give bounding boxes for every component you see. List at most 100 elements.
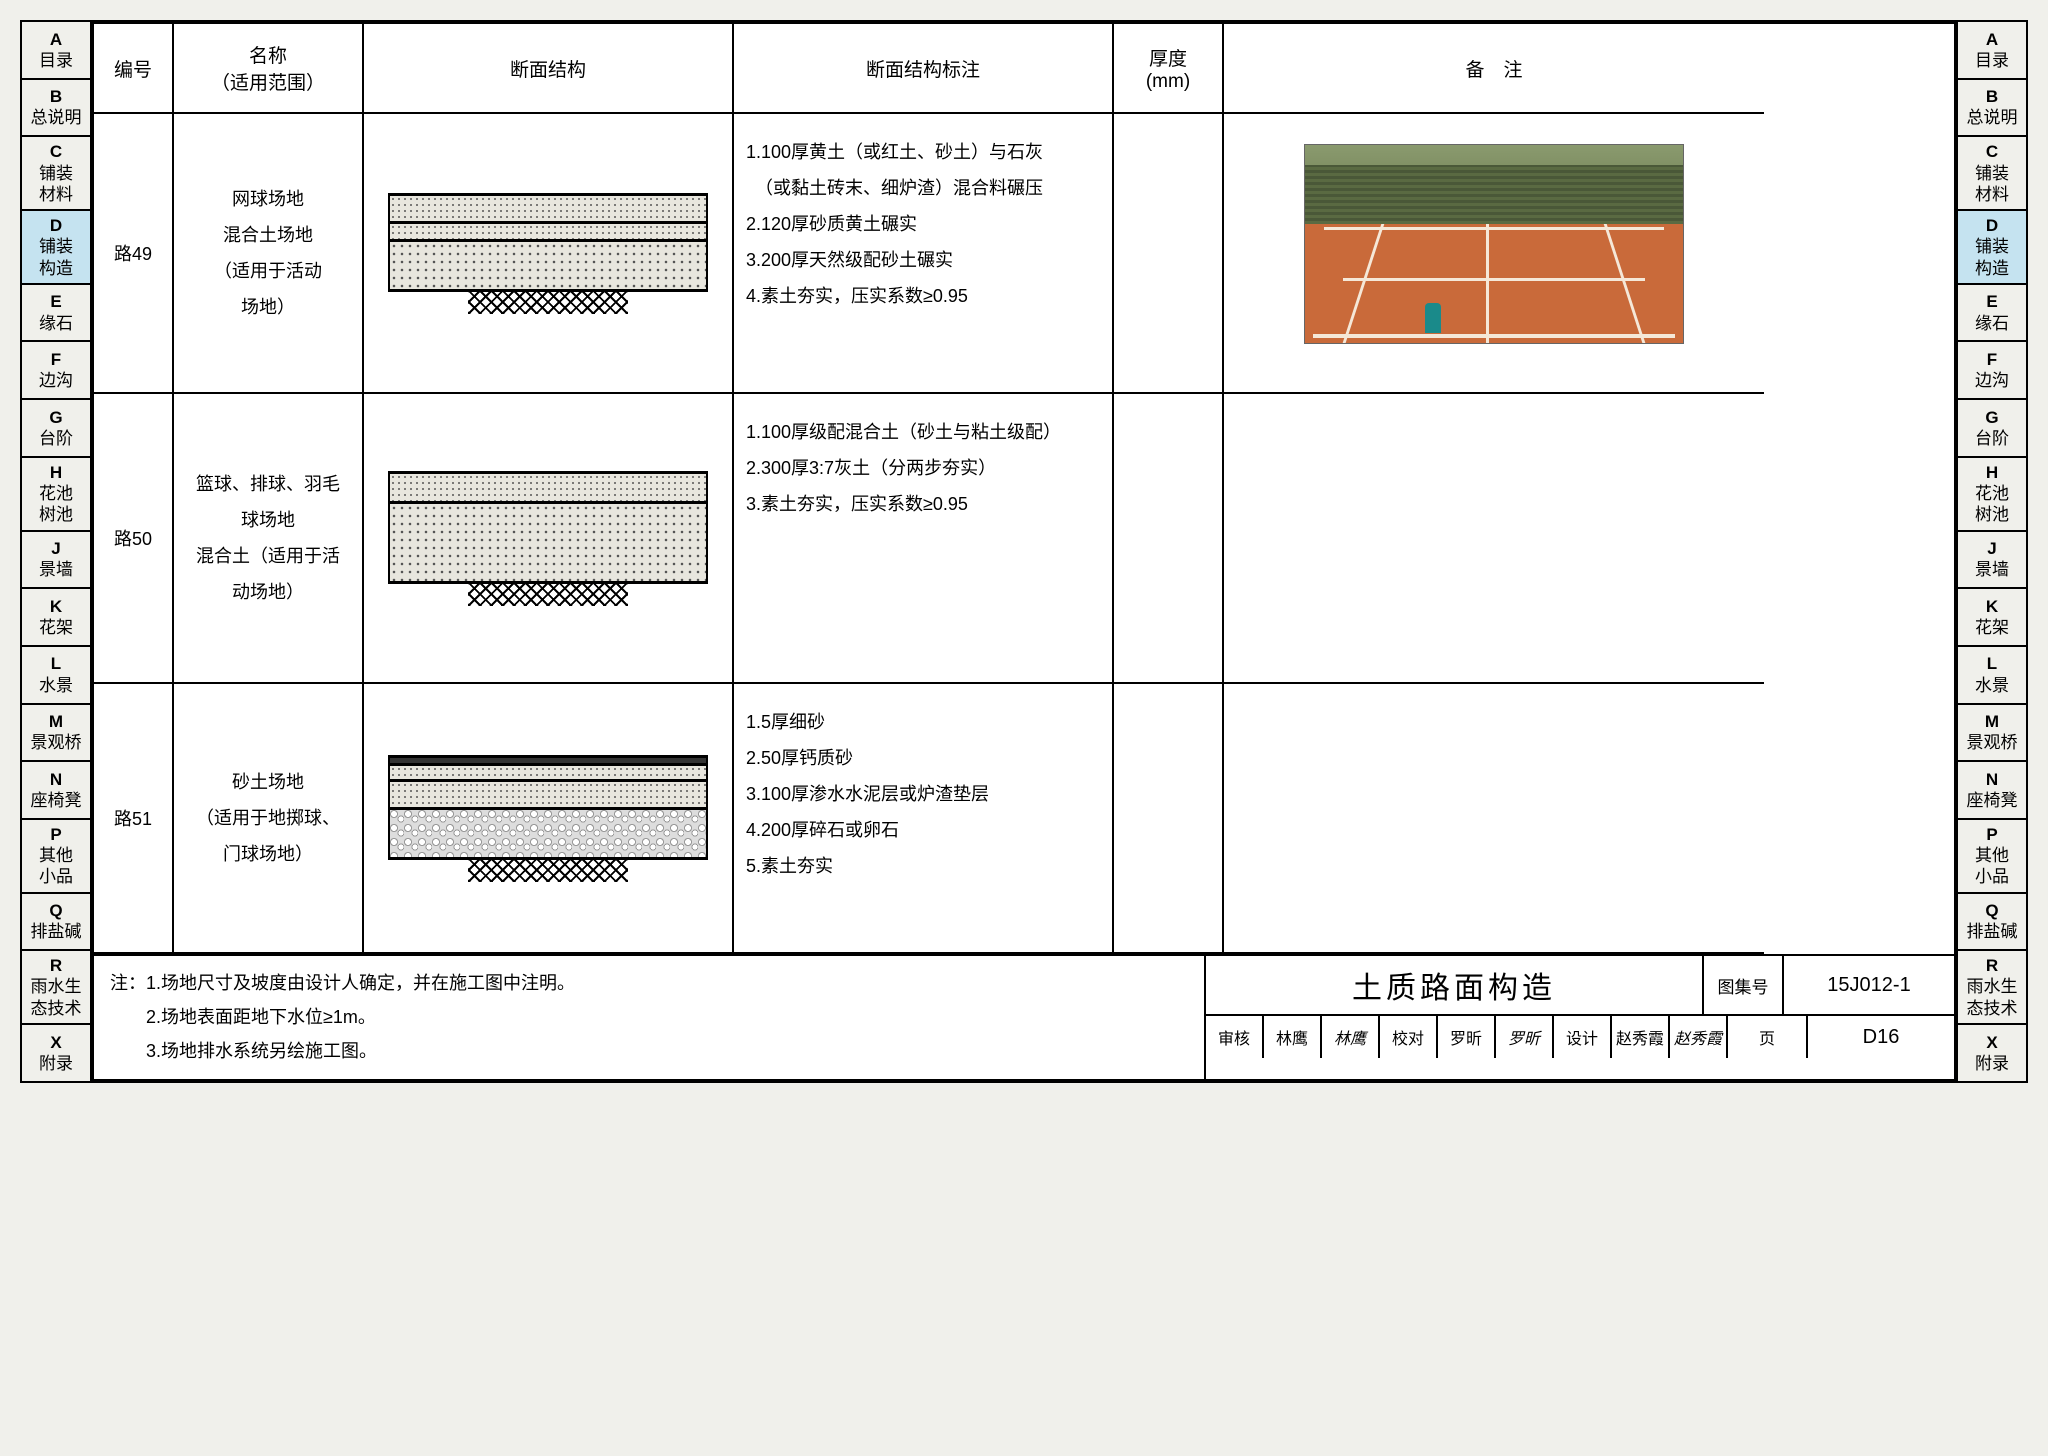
tab-label: 花池 树池 <box>39 483 73 526</box>
nav-tab-M[interactable]: M景观桥 <box>22 705 90 763</box>
row-diagram <box>364 394 734 684</box>
row-thickness <box>1114 114 1224 394</box>
nav-tab-K[interactable]: K花架 <box>1958 589 2026 647</box>
nav-tab-F[interactable]: F边沟 <box>22 342 90 400</box>
tab-label: 景墙 <box>1975 559 2009 580</box>
tab-label: 总说明 <box>31 107 82 128</box>
nav-tab-A[interactable]: A目录 <box>22 22 90 80</box>
drawing-code: 15J012-1 <box>1784 956 1954 1014</box>
nav-tab-G[interactable]: G台阶 <box>1958 400 2026 458</box>
nav-tab-D[interactable]: D铺装 构造 <box>1958 211 2026 285</box>
nav-tab-R[interactable]: R雨水生 态技术 <box>22 951 90 1025</box>
row-remark <box>1224 114 1764 394</box>
tab-label: 其他 小品 <box>1975 845 2009 888</box>
nav-tab-Q[interactable]: Q排盐碱 <box>1958 894 2026 952</box>
nav-tab-N[interactable]: N座椅凳 <box>22 762 90 820</box>
tab-letter: F <box>1987 349 1997 370</box>
nav-tab-E[interactable]: E缘石 <box>1958 285 2026 343</box>
tab-label: 缘石 <box>39 313 73 334</box>
nav-tab-B[interactable]: B总说明 <box>1958 80 2026 138</box>
tab-letter: J <box>51 538 60 559</box>
tab-label: 铺装 材料 <box>39 163 73 206</box>
tab-label: 台阶 <box>1975 428 2009 449</box>
nav-tab-C[interactable]: C铺装 材料 <box>22 137 90 211</box>
cross-section-diagram <box>388 471 708 606</box>
row-notes: 1.100厚黄土（或红土、砂土）与石灰 （或黏土砖末、细炉渣）混合料碾压 2.1… <box>734 114 1114 394</box>
tab-letter: R <box>50 955 62 976</box>
column-header: 编号 <box>94 24 174 114</box>
tab-letter: M <box>49 711 63 732</box>
tab-label: 铺装 构造 <box>1975 236 2009 279</box>
tab-label: 景墙 <box>39 559 73 580</box>
tab-label: 其他 小品 <box>39 845 73 888</box>
tab-label: 花池 树池 <box>1975 483 2009 526</box>
nav-tab-R[interactable]: R雨水生 态技术 <box>1958 951 2026 1025</box>
tab-label: 边沟 <box>1975 370 2009 391</box>
signoff-signature: 赵秀霞 <box>1670 1016 1728 1058</box>
tab-label: 景观桥 <box>1967 732 2018 753</box>
tab-letter: C <box>50 141 62 162</box>
tab-label: 总说明 <box>1967 107 2018 128</box>
nav-tab-A[interactable]: A目录 <box>1958 22 2026 80</box>
row-notes: 1.100厚级配混合土（砂土与粘土级配） 2.300厚3:7灰土（分两步夯实） … <box>734 394 1114 684</box>
tab-label: 座椅凳 <box>1967 790 2018 811</box>
page-number: D16 <box>1808 1016 1954 1058</box>
page: A目录B总说明C铺装 材料D铺装 构造E缘石F边沟G台阶H花池 树池J景墙K花架… <box>20 20 2028 1083</box>
tab-letter: L <box>51 653 61 674</box>
tab-label: 附录 <box>39 1053 73 1074</box>
tab-label: 水景 <box>1975 675 2009 696</box>
nav-tab-H[interactable]: H花池 树池 <box>1958 458 2026 532</box>
nav-tab-X[interactable]: X附录 <box>1958 1025 2026 1083</box>
page-label: 页 <box>1728 1016 1808 1058</box>
nav-tab-E[interactable]: E缘石 <box>22 285 90 343</box>
nav-tab-X[interactable]: X附录 <box>22 1025 90 1083</box>
row-name: 篮球、排球、羽毛 球场地 混合土（适用于活 动场地） <box>174 394 364 684</box>
nav-tab-J[interactable]: J景墙 <box>1958 532 2026 590</box>
nav-tab-K[interactable]: K花架 <box>22 589 90 647</box>
tab-letter: E <box>1986 291 1997 312</box>
drawing-sheet: 编号名称 （适用范围）断面结构断面结构标注厚度 (mm)备 注路49网球场地 混… <box>90 20 1958 1083</box>
nav-tab-G[interactable]: G台阶 <box>22 400 90 458</box>
row-thickness <box>1114 684 1224 954</box>
tab-letter: K <box>50 596 62 617</box>
nav-tab-Q[interactable]: Q排盐碱 <box>22 894 90 952</box>
signoff-name: 罗昕 <box>1438 1016 1496 1058</box>
nav-tab-L[interactable]: L水景 <box>22 647 90 705</box>
tab-letter: Q <box>1985 900 1998 921</box>
tab-label: 雨水生 态技术 <box>1967 976 2018 1019</box>
nav-tab-J[interactable]: J景墙 <box>22 532 90 590</box>
tab-letter: X <box>50 1032 61 1053</box>
nav-tab-B[interactable]: B总说明 <box>22 80 90 138</box>
row-notes: 1.5厚细砂 2.50厚钙质砂 3.100厚渗水水泥层或炉渣垫层 4.200厚碎… <box>734 684 1114 954</box>
signoff-label: 校对 <box>1380 1016 1438 1058</box>
tab-letter: E <box>50 291 61 312</box>
nav-tab-M[interactable]: M景观桥 <box>1958 705 2026 763</box>
nav-tab-P[interactable]: P其他 小品 <box>22 820 90 894</box>
nav-tab-L[interactable]: L水景 <box>1958 647 2026 705</box>
tab-letter: A <box>1986 29 1998 50</box>
nav-tab-H[interactable]: H花池 树池 <box>22 458 90 532</box>
footer: 注：1.场地尺寸及坡度由设计人确定，并在施工图中注明。 2.场地表面距地下水位≥… <box>94 954 1954 1079</box>
tab-label: 水景 <box>39 675 73 696</box>
row-diagram <box>364 114 734 394</box>
tab-letter: C <box>1986 141 1998 162</box>
nav-tab-C[interactable]: C铺装 材料 <box>1958 137 2026 211</box>
tab-letter: L <box>1987 653 1997 674</box>
tab-letter: H <box>1986 462 1998 483</box>
nav-tab-F[interactable]: F边沟 <box>1958 342 2026 400</box>
column-header: 厚度 (mm) <box>1114 24 1224 114</box>
row-name: 网球场地 混合土场地 （适用于活动 场地） <box>174 114 364 394</box>
tab-letter: P <box>50 824 61 845</box>
row-name: 砂土场地 （适用于地掷球、 门球场地） <box>174 684 364 954</box>
row-id: 路50 <box>94 394 174 684</box>
cross-section-diagram <box>388 755 708 882</box>
nav-tab-N[interactable]: N座椅凳 <box>1958 762 2026 820</box>
tab-letter: G <box>49 407 62 428</box>
nav-tab-P[interactable]: P其他 小品 <box>1958 820 2026 894</box>
footer-notes: 注：1.场地尺寸及坡度由设计人确定，并在施工图中注明。 2.场地表面距地下水位≥… <box>94 954 1204 1079</box>
signoff-label: 设计 <box>1554 1016 1612 1058</box>
right-tab-strip: A目录B总说明C铺装 材料D铺装 构造E缘石F边沟G台阶H花池 树池J景墙K花架… <box>1958 20 2028 1083</box>
column-header: 断面结构 <box>364 24 734 114</box>
nav-tab-D[interactable]: D铺装 构造 <box>22 211 90 285</box>
signoff-signature: 罗昕 <box>1496 1016 1554 1058</box>
